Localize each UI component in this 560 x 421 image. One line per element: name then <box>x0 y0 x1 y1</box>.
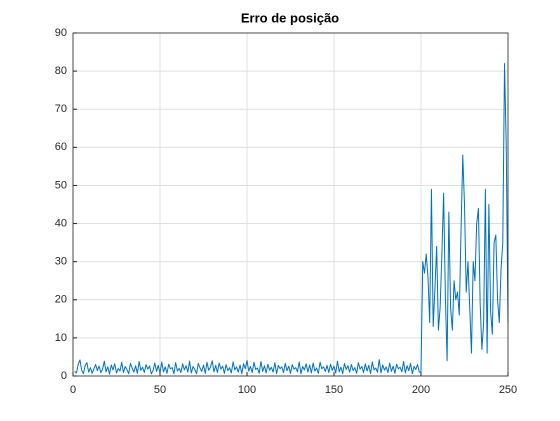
y-tick-label: 70 <box>55 103 67 115</box>
y-tick-label: 40 <box>55 217 67 229</box>
x-tick-label: 100 <box>238 384 256 396</box>
x-tick-label: 200 <box>412 384 430 396</box>
y-tick-label: 60 <box>55 141 67 153</box>
axes-box <box>72 32 509 377</box>
y-tick-label: 90 <box>55 27 67 39</box>
y-tick-label: 10 <box>55 332 67 344</box>
x-tick-label: 150 <box>325 384 343 396</box>
data-line <box>74 62 509 375</box>
chart-title: Erro de posição <box>241 10 339 25</box>
marks <box>74 62 509 375</box>
plot-area <box>73 33 508 376</box>
y-tick-label: 0 <box>61 370 67 382</box>
x-tick-label: 0 <box>70 384 76 396</box>
y-tick-label: 50 <box>55 179 67 191</box>
x-tick-label: 250 <box>499 384 517 396</box>
x-tick-label: 50 <box>154 384 166 396</box>
y-tick-label: 30 <box>55 256 67 268</box>
labels: 0 10 20 30 40 50 60 70 80 90 0 50 100 150 200 250 <box>55 27 517 396</box>
y-tick-label: 80 <box>55 65 67 77</box>
y-tick-label: 20 <box>55 294 67 306</box>
